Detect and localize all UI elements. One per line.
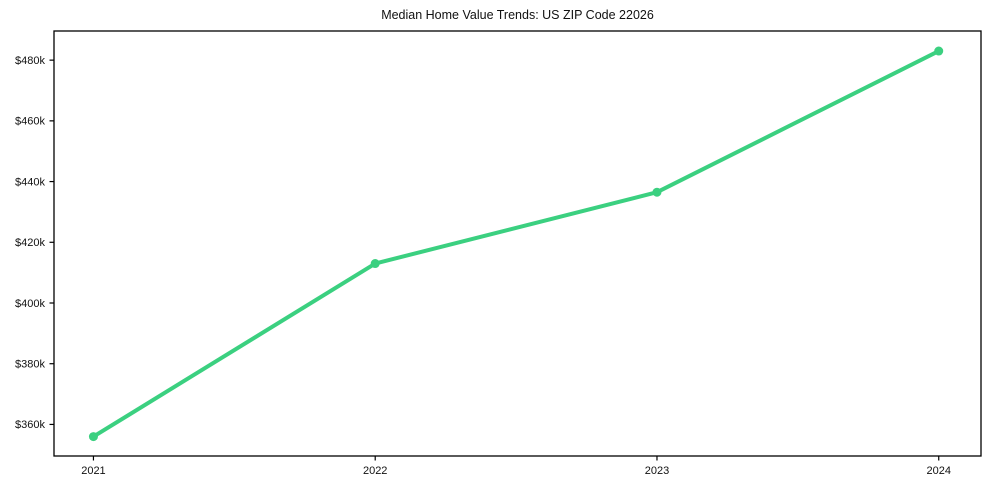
- y-axis-tick-label: $360k: [15, 419, 45, 431]
- data-point-marker: [652, 187, 662, 197]
- x-axis-tick-label: 2022: [363, 465, 387, 477]
- data-point-marker: [934, 46, 944, 56]
- x-axis-tick-label: 2021: [81, 465, 105, 477]
- y-axis-tick-label: $480k: [15, 55, 45, 67]
- x-axis-tick-label: 2024: [926, 465, 950, 477]
- y-axis-tick-label: $440k: [15, 176, 45, 188]
- chart-title: Median Home Value Trends: US ZIP Code 22…: [381, 8, 654, 22]
- trend-line: [91, 49, 941, 439]
- y-axis-tick-label: $380k: [15, 359, 45, 371]
- plot-border: [53, 30, 982, 457]
- x-axis-tick-label: 2023: [645, 465, 669, 477]
- y-axis-tick-label: $460k: [15, 116, 45, 128]
- data-point-marker: [370, 259, 380, 269]
- y-axis-tick-label: $420k: [15, 237, 45, 249]
- y-axis-tick-label: $400k: [15, 298, 45, 310]
- data-point-marker: [88, 432, 98, 442]
